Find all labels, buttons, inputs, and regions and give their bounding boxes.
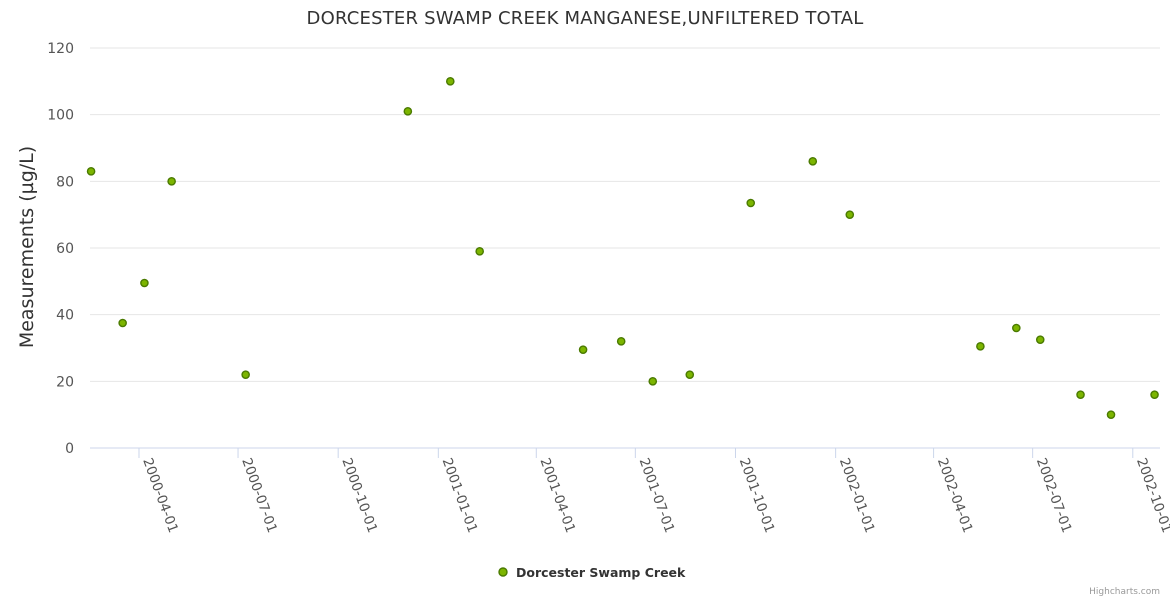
data-point bbox=[1076, 390, 1085, 399]
x-axis-ticks: 2000-04-01 2000-07-01 2000-10-01 2001-01-01… bbox=[138, 448, 1170, 535]
data-point bbox=[746, 198, 756, 208]
data-point bbox=[648, 377, 658, 386]
x-tick-label: 2001-04-01 bbox=[537, 456, 579, 535]
data-points bbox=[86, 77, 1159, 419]
credits-link[interactable]: Highcharts.com bbox=[1089, 587, 1160, 597]
data-point bbox=[1150, 390, 1159, 399]
y-tick-label: 60 bbox=[56, 241, 74, 257]
legend-label[interactable]: Dorcester Swamp Creek bbox=[516, 565, 686, 580]
grid-lines bbox=[90, 47, 1160, 382]
data-point bbox=[241, 370, 250, 379]
legend-marker[interactable] bbox=[498, 567, 508, 577]
y-tick-label: 80 bbox=[56, 174, 74, 190]
data-point bbox=[845, 210, 855, 219]
data-point bbox=[685, 370, 695, 379]
x-tick-label: 2002-10-01 bbox=[1133, 456, 1170, 535]
data-point bbox=[1035, 335, 1045, 344]
x-tick-label: 2002-04-01 bbox=[934, 456, 976, 535]
data-point bbox=[475, 247, 484, 256]
x-tick-label: 2000-04-01 bbox=[139, 456, 181, 535]
x-tick-label: 2002-01-01 bbox=[836, 456, 878, 535]
x-tick-label: 2000-10-01 bbox=[338, 456, 380, 535]
data-point bbox=[616, 337, 626, 346]
data-point bbox=[445, 77, 455, 86]
x-tick-label: 2001-10-01 bbox=[736, 456, 778, 535]
data-point bbox=[86, 167, 96, 176]
y-tick-label: 100 bbox=[47, 108, 74, 124]
data-point bbox=[578, 345, 588, 354]
y-tick-label: 0 bbox=[65, 441, 74, 457]
data-point bbox=[1012, 323, 1021, 333]
y-tick-label: 40 bbox=[56, 308, 74, 324]
data-point bbox=[167, 177, 176, 186]
x-tick-label: 2002-07-01 bbox=[1033, 456, 1075, 535]
y-tick-label: 120 bbox=[47, 41, 74, 57]
y-axis-ticks: 0 20 40 60 80 100 120 bbox=[47, 41, 74, 457]
data-point bbox=[808, 157, 818, 166]
y-tick-label: 20 bbox=[56, 374, 74, 390]
y-axis-label: Measurements (µg/L) bbox=[16, 146, 38, 348]
data-point bbox=[403, 107, 413, 116]
data-point bbox=[1106, 410, 1116, 419]
legend[interactable]: Dorcester Swamp Creek bbox=[498, 565, 686, 580]
data-point bbox=[976, 342, 985, 351]
data-point bbox=[140, 278, 149, 288]
x-tick-label: 2001-01-01 bbox=[439, 456, 481, 535]
x-tick-label: 2000-07-01 bbox=[238, 456, 280, 535]
data-point bbox=[118, 318, 127, 328]
chart-title: DORCESTER SWAMP CREEK MANGANESE,UNFILTER… bbox=[307, 8, 864, 29]
x-tick-label: 2001-07-01 bbox=[636, 456, 678, 535]
